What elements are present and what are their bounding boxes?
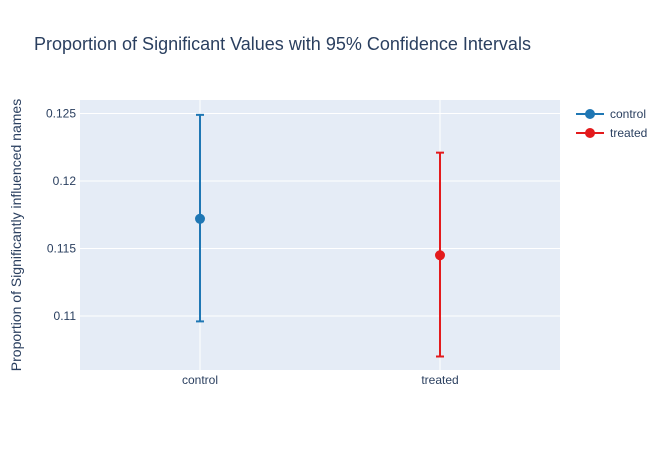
legend-label: control [610,107,646,121]
plot-area [80,100,560,370]
series-control[interactable] [195,113,205,323]
chart-title: Proportion of Significant Values with 95… [34,34,531,54]
y-axis-title: Proportion of Significantly influenced n… [8,99,24,371]
y-tick-label: 0.12 [53,174,77,188]
y-tick-label: 0.115 [47,242,76,256]
x-tick-label: control [182,373,218,387]
series-layer [195,113,445,358]
data-point[interactable] [195,213,205,224]
series-treated[interactable] [435,151,445,358]
y-tick-label: 0.11 [54,309,77,323]
legend-item-treated[interactable]: treated [576,126,647,140]
x-tick-label: treated [421,373,458,387]
y-tick-labels: 0.11 0.115 0.12 0.125 [46,107,76,324]
gridlines [80,113,560,317]
data-point[interactable] [435,250,445,261]
y-tick-label: 0.125 [46,107,76,121]
legend-label: treated [610,126,647,140]
legend-marker [585,128,595,138]
x-tick-labels: control treated [182,373,459,387]
legend-marker [585,109,595,119]
legend-item-control[interactable]: control [576,107,646,121]
legend[interactable]: control treated [576,107,647,140]
